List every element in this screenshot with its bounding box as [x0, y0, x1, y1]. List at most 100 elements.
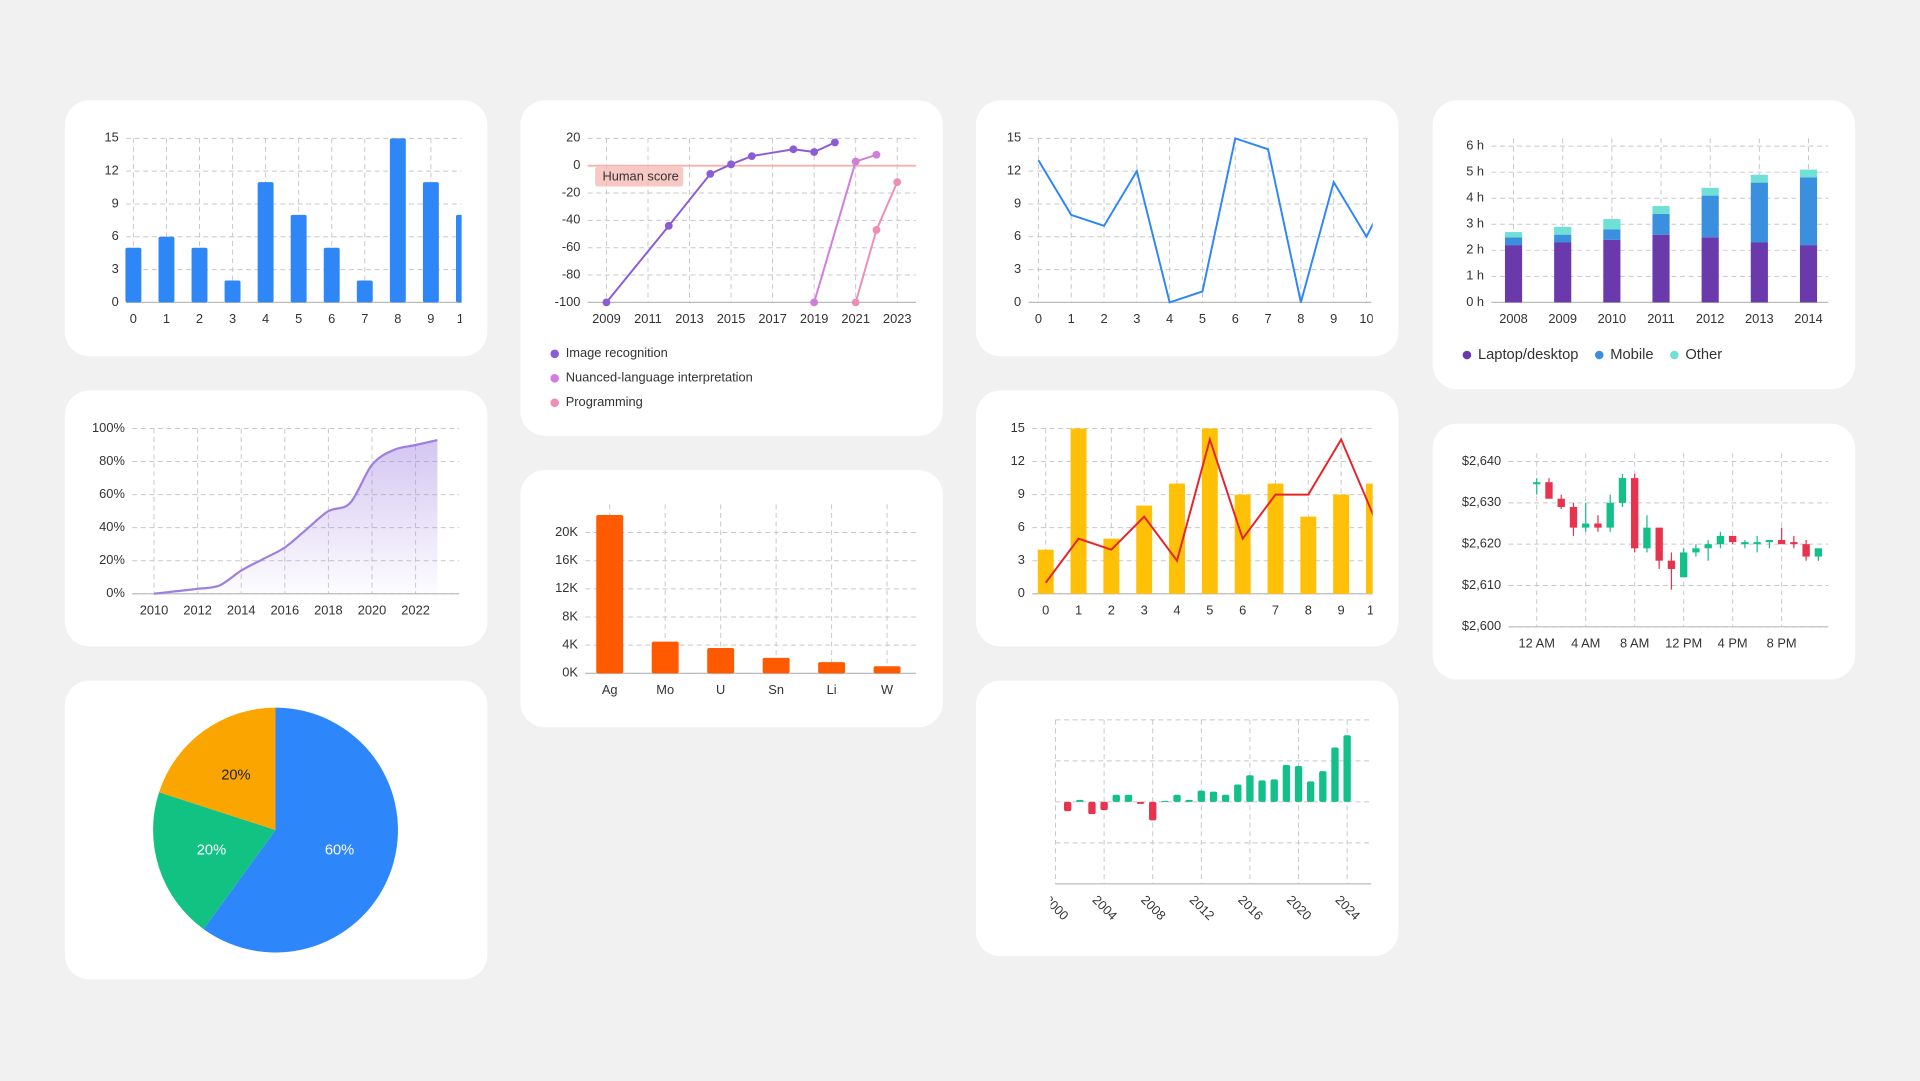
point	[872, 150, 881, 159]
y-tick-label: 6	[112, 228, 119, 243]
x-tick-label: 8	[1305, 602, 1312, 617]
x-tick-label: 1	[163, 311, 170, 326]
pie-slice	[153, 792, 276, 930]
bar	[1234, 784, 1242, 802]
annotation-label: Human score	[602, 169, 678, 184]
bar	[1112, 794, 1120, 802]
x-tick-label: 7	[361, 311, 368, 326]
candle-body	[1728, 535, 1737, 543]
x-tick-label: 2008	[1499, 311, 1528, 326]
bar	[1221, 794, 1230, 802]
x-tick-label: 1	[1075, 602, 1082, 617]
pie-slice	[203, 707, 398, 953]
x-tick-label: 6	[1239, 602, 1246, 617]
bar-segment	[1603, 229, 1621, 240]
candle-body	[1533, 482, 1541, 485]
bar	[1234, 494, 1251, 594]
candle-body	[1802, 544, 1810, 557]
y-tick-label: 20	[566, 130, 580, 145]
bar	[1103, 538, 1120, 594]
y-tick-label: 6	[1018, 519, 1025, 534]
candle-body	[1557, 498, 1565, 507]
candle-body	[1716, 535, 1725, 545]
point	[810, 148, 819, 156]
y-tick-label: 15	[1007, 130, 1021, 145]
candle-body	[1777, 540, 1786, 545]
y-tick-label: 4K	[562, 637, 578, 652]
bar-segment	[1701, 195, 1719, 238]
legend-swatch	[1670, 350, 1679, 360]
bar	[1282, 764, 1291, 802]
x-tick-label: 8	[394, 311, 401, 326]
area	[154, 440, 438, 594]
y-tick-label: $2,600	[1462, 618, 1501, 633]
y-tick-label: 9	[112, 195, 119, 210]
y-tick-label: $2,630	[1462, 494, 1501, 509]
y-tick-label: 4 h	[1466, 190, 1484, 205]
x-tick-label: 10	[457, 311, 471, 326]
point	[664, 221, 673, 230]
y-tick-label: 6	[1014, 228, 1021, 243]
x-tick-label: 2	[1100, 311, 1107, 326]
chart: 0 h 1 h 2 h 3 h 4 h 5 h 6 h 2008 2009 2010 2011 201…	[1466, 138, 1829, 326]
bar	[422, 182, 439, 303]
bar	[1267, 483, 1284, 594]
point	[602, 298, 611, 307]
point	[706, 169, 715, 178]
x-tick-label: 2010	[140, 602, 169, 617]
x-tick-label: 6	[1232, 311, 1239, 326]
bar	[356, 280, 373, 303]
x-tick-label: 10	[1367, 602, 1381, 617]
card	[975, 680, 1399, 957]
chart: 20 0 -20 -40 -60 -80 -100 2009 2011 2013 2015 2017 2…	[555, 130, 916, 326]
y-tick-label: -40	[562, 212, 581, 227]
point	[851, 298, 860, 307]
bar	[1246, 775, 1254, 802]
bar-segment	[1652, 234, 1670, 303]
x-tick-label: 10	[1359, 311, 1373, 326]
legend-label: Mobile	[1610, 347, 1653, 363]
bar	[1070, 428, 1087, 594]
candle-body	[1643, 527, 1651, 549]
bar	[1197, 790, 1205, 802]
card	[1432, 423, 1856, 680]
x-tick-label: 5	[295, 311, 302, 326]
x-tick-label: Ag	[602, 682, 618, 697]
bar	[224, 280, 241, 303]
line	[1044, 436, 1373, 584]
x-tick-label: 2013	[1745, 311, 1774, 326]
bar	[1169, 483, 1185, 594]
x-tick-label: 1	[1068, 311, 1075, 326]
bar-segment	[1701, 237, 1719, 303]
bar	[1136, 801, 1145, 804]
bar	[1294, 765, 1303, 802]
bar	[762, 657, 790, 674]
bar-segment	[1603, 219, 1621, 230]
y-tick-label: 40%	[99, 519, 125, 534]
bar	[1149, 801, 1157, 821]
y-tick-label: 15	[1011, 420, 1025, 435]
y-tick-label: 0	[1018, 585, 1025, 600]
y-tick-label: 12	[104, 163, 118, 178]
bar	[1100, 801, 1108, 811]
y-tick-label: 0 h	[1466, 294, 1484, 309]
bar-segment	[1750, 174, 1768, 183]
bar	[818, 662, 846, 674]
point	[789, 145, 798, 154]
y-tick-label: 3 h	[1466, 216, 1484, 231]
y-tick-label: 3	[112, 261, 119, 276]
bar	[1063, 801, 1072, 812]
candle-body	[1582, 523, 1590, 528]
y-tick-label: 0K	[562, 665, 578, 680]
y-tick-label: 5 h	[1466, 164, 1484, 179]
legend-label: Programming	[566, 394, 643, 409]
x-tick-label: 9	[1338, 602, 1345, 617]
x-tick-label: Mo	[656, 682, 674, 697]
bar	[1319, 771, 1327, 802]
bar	[1270, 779, 1278, 802]
x-tick-label: 2022	[401, 602, 430, 617]
point	[727, 160, 735, 169]
